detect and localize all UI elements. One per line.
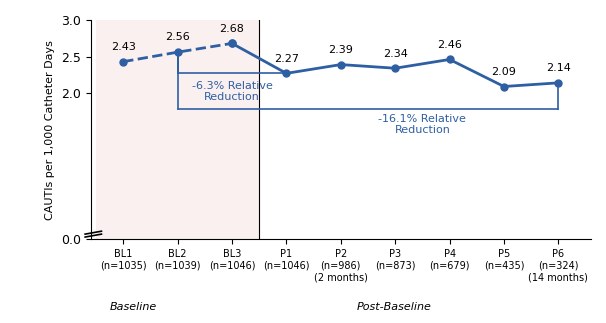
Y-axis label: CAUTIs per 1,000 Catheter Days: CAUTIs per 1,000 Catheter Days	[45, 40, 55, 220]
Text: Baseline: Baseline	[110, 302, 157, 312]
Bar	[96, 20, 259, 239]
Text: -16.1% Relative
Reduction: -16.1% Relative Reduction	[378, 114, 466, 135]
Text: 2.39: 2.39	[328, 45, 353, 55]
Text: 2.09: 2.09	[491, 67, 516, 77]
Text: 2.14: 2.14	[546, 63, 571, 73]
Text: 2.68: 2.68	[219, 24, 244, 34]
Text: 2.43: 2.43	[111, 42, 136, 52]
Text: 2.56: 2.56	[165, 32, 190, 42]
Text: -6.3% Relative
Reduction: -6.3% Relative Reduction	[191, 81, 273, 102]
Text: Post-Baseline: Post-Baseline	[356, 302, 431, 312]
Text: 2.34: 2.34	[383, 48, 408, 58]
Text: 2.27: 2.27	[274, 54, 299, 64]
Text: 2.46: 2.46	[437, 40, 462, 50]
